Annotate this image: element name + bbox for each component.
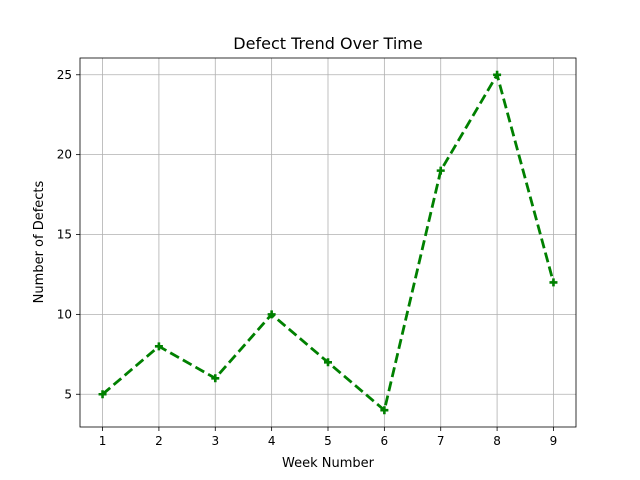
x-tick-label: 7	[437, 434, 445, 448]
x-tick-label: 2	[155, 434, 163, 448]
x-tick-label: 5	[324, 434, 332, 448]
y-tick-label: 25	[57, 68, 72, 82]
x-tick-label: 4	[268, 434, 276, 448]
y-axis-ticks: 5 10 15 20 25	[57, 68, 80, 401]
data-point-marker	[549, 278, 558, 287]
y-tick-label: 20	[57, 148, 72, 162]
x-axis-label: Week Number	[282, 456, 375, 471]
data-point-marker	[493, 70, 502, 79]
data-point-marker	[380, 406, 389, 415]
chart-title: Defect Trend Over Time	[233, 34, 422, 53]
y-tick-label: 10	[57, 307, 72, 321]
x-tick-label: 9	[550, 434, 558, 448]
x-tick-label: 3	[211, 434, 219, 448]
series	[98, 70, 558, 415]
x-axis-ticks: 1 2 3 4 5 6 7 8 9	[99, 427, 558, 448]
y-tick-label: 15	[57, 228, 72, 242]
data-point-marker	[267, 310, 276, 319]
y-axis-label: Number of Defects	[32, 180, 47, 303]
data-point-marker	[436, 166, 445, 175]
data-point-marker	[211, 374, 220, 383]
x-tick-label: 1	[99, 434, 107, 448]
x-tick-label: 8	[493, 434, 501, 448]
data-point-marker	[154, 342, 163, 351]
data-point-marker	[324, 358, 332, 367]
plot-frame	[79, 57, 577, 428]
data-point-marker	[98, 390, 107, 399]
y-tick-label: 5	[64, 387, 72, 401]
x-tick-label: 6	[381, 434, 389, 448]
